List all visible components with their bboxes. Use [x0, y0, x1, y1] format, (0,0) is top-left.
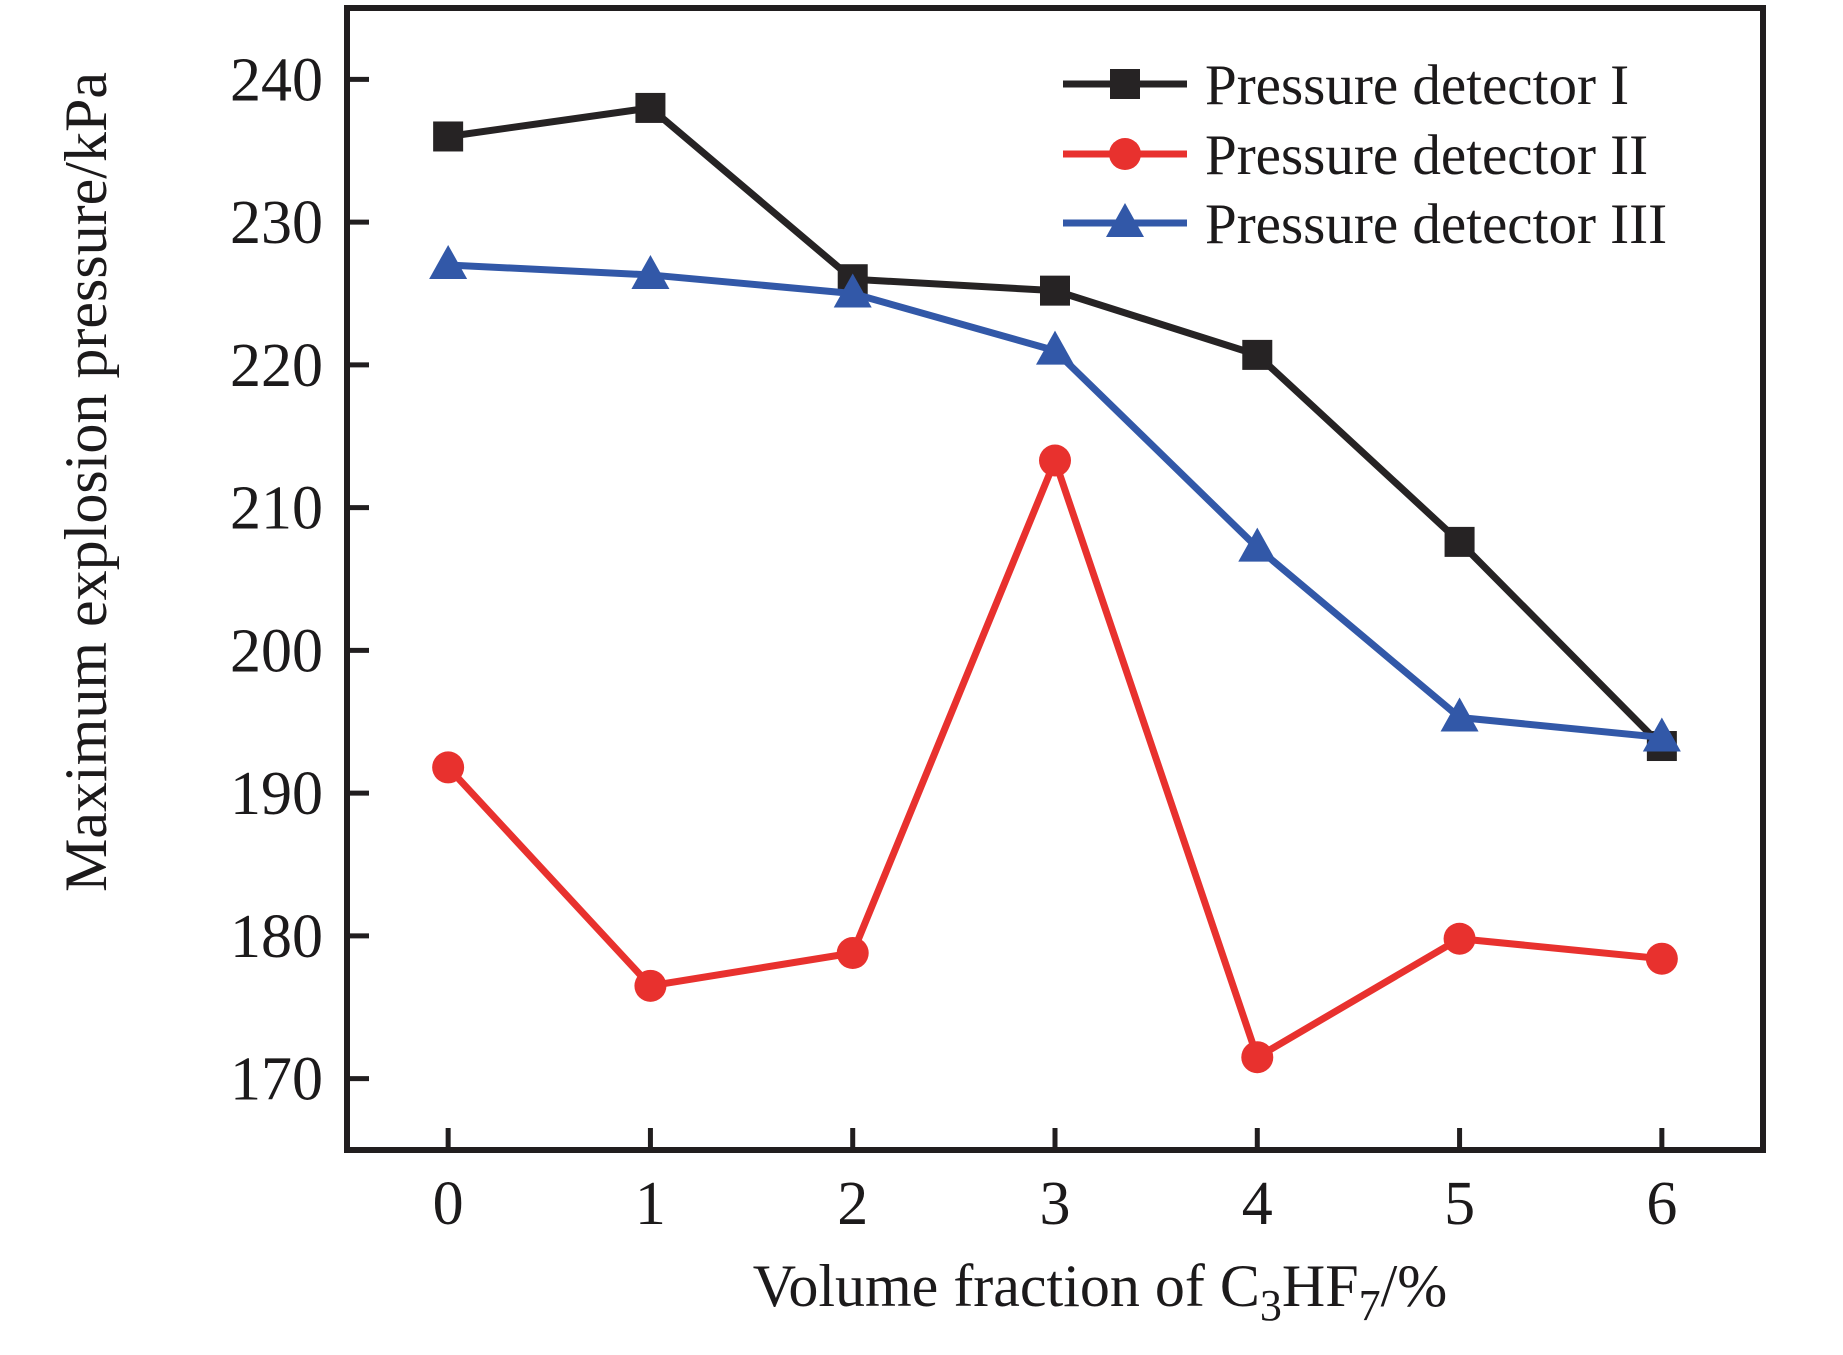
series-2-line [444, 457, 1666, 1061]
y-axis-title: Maximum explosion pressure/kPa [53, 72, 119, 892]
series-3-triangle-marker [833, 273, 872, 308]
legend-square-marker [1110, 69, 1140, 99]
series-3 [429, 244, 1681, 752]
series-2-circle-marker [1039, 444, 1071, 477]
legend-item-3: Pressure detector III [1063, 193, 1667, 256]
series-3-triangle-marker [1036, 330, 1074, 365]
y-tick-label: 190 [230, 760, 323, 828]
y-tick-label: 180 [230, 903, 323, 971]
series-2-circle-marker [836, 937, 869, 970]
x-tick-label: 1 [635, 1170, 666, 1238]
series-1-square-marker [635, 92, 666, 123]
legend-circle-marker [1109, 138, 1141, 170]
y-tick-label: 220 [230, 332, 323, 400]
series-3-triangle-marker [1440, 697, 1479, 732]
series-3-triangle-marker [631, 254, 670, 289]
x-tick-label: 5 [1444, 1170, 1475, 1238]
y-tick-label: 210 [230, 475, 323, 543]
legend-label: Pressure detector III [1205, 193, 1667, 256]
y-tick-label: 230 [230, 189, 323, 257]
series-2-circle-marker [1443, 922, 1476, 955]
series-3-triangle-marker [429, 244, 468, 279]
series-1-square-marker [1444, 526, 1475, 557]
y-tick-label: 170 [230, 1046, 323, 1114]
series-1-square-marker [1040, 275, 1070, 306]
legend-item-1: Pressure detector I [1063, 54, 1629, 117]
x-tick-label: 0 [433, 1170, 464, 1238]
y-tick-label: 200 [230, 617, 323, 685]
series-2-circle-marker [432, 751, 465, 784]
series-1-square-marker [1242, 339, 1273, 370]
legend-label: Pressure detector II [1205, 124, 1648, 187]
y-tick-label: 240 [230, 46, 323, 114]
data-series [429, 92, 1681, 1074]
x-axis-title: Volume fraction of C3HF7/% [753, 1253, 1448, 1330]
series-3-triangle-marker [1642, 717, 1681, 752]
series-1-square-marker [433, 121, 464, 152]
series-2-circle-marker [634, 969, 667, 1002]
series-3-triangle-marker [1238, 527, 1277, 562]
axis-ticks [347, 76, 1665, 1150]
x-tick-label: 2 [837, 1170, 868, 1238]
series-2 [432, 444, 1678, 1074]
axis-tick-labels: 170 180 190 200 210 220 230 240 0 1 2 3 4 5 6 [230, 46, 1677, 1238]
series-2-circle-marker [1645, 942, 1678, 975]
series-2-circle-marker [1241, 1041, 1274, 1074]
x-tick-label: 4 [1242, 1170, 1273, 1238]
legend-triangle-marker [1106, 203, 1144, 237]
x-tick-label: 3 [1040, 1170, 1071, 1238]
x-tick-label: 6 [1646, 1170, 1677, 1238]
legend: Pressure detector I Pressure detector IIP… [1063, 54, 1667, 256]
legend-label: Pressure detector I [1205, 54, 1629, 117]
legend-item-2: Pressure detector II [1063, 124, 1648, 187]
